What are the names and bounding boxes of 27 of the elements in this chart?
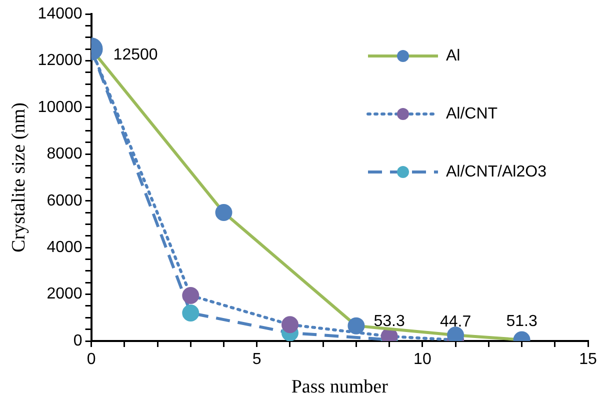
legend-label: Al/CNT [446, 105, 498, 122]
legend-label: Al/CNT/Al2O3 [446, 163, 547, 180]
y-tick-label: 0 [73, 332, 82, 350]
y-tick-label: 14000 [38, 5, 82, 22]
point [215, 204, 232, 222]
y-tick-label: 10000 [38, 98, 82, 116]
y-tick-label: 8000 [46, 146, 82, 163]
y-axis-title: Crystalite size (nm) [8, 102, 30, 252]
data-label: 12500 [113, 46, 158, 64]
x-tick-label: 0 [86, 351, 96, 368]
x-tick-label: 5 [252, 351, 262, 368]
point [348, 317, 365, 334]
point [182, 304, 200, 322]
x-tick-label: 15 [579, 351, 597, 368]
x-tick-label: 10 [414, 351, 432, 368]
data-label: 51.3 [506, 313, 538, 330]
legend-label: Al [446, 47, 460, 64]
data-label: 53.3 [374, 313, 405, 330]
point [281, 316, 298, 334]
y-tick-label: 6000 [46, 192, 82, 210]
point [447, 326, 464, 341]
y-tick-label: 4000 [46, 238, 82, 256]
data-label: 44.7 [440, 313, 472, 330]
y-tick-label: 12000 [38, 52, 82, 70]
x-axis-title: Pass number [291, 376, 389, 398]
y-tick-label: 2000 [46, 286, 82, 303]
point [182, 286, 200, 304]
